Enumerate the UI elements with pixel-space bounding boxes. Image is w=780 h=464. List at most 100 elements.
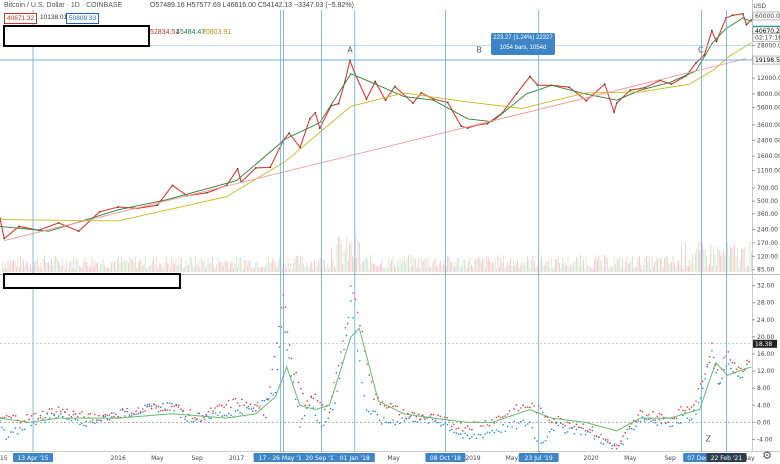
volume-bar [408, 255, 409, 272]
price-axis[interactable]: 85.00 120.00 170.00 240.00 360.00 500.00 700.0… [752, 11, 780, 443]
indicator-point-2 [189, 409, 192, 411]
volume-bar [615, 264, 616, 272]
indicator-point-2 [457, 427, 460, 430]
volume-bar [311, 261, 313, 272]
date-marker-tag[interactable] [253, 453, 311, 462]
price-tick-label: 360.00 [757, 211, 778, 218]
volume-bar [745, 267, 747, 272]
volume-bar [655, 256, 657, 272]
indicator-point-2 [44, 416, 46, 419]
indicator-point-1 [412, 420, 415, 423]
price-series-4[interactable] [4, 58, 747, 242]
volume-bar [405, 263, 406, 272]
volume-bar [501, 262, 503, 272]
indicator-point-2 [218, 404, 221, 406]
volume-bar [557, 255, 559, 272]
volume-bar [451, 260, 453, 272]
volume-bar [67, 267, 69, 272]
time-axis[interactable]: 2015May2016MaySep2017MaySepMaySep2019May… [0, 453, 755, 462]
volume-bar [144, 255, 146, 272]
date-marker-tag[interactable] [518, 453, 559, 462]
date-marker-tag[interactable] [706, 453, 747, 462]
price-series-3[interactable] [0, 42, 752, 222]
price-series-1[interactable] [0, 13, 752, 240]
volume-bar [195, 255, 196, 272]
indicator-point-2 [419, 418, 422, 421]
price-point [710, 29, 713, 32]
volume-bar [171, 257, 173, 272]
date-marker-tag[interactable] [13, 453, 54, 462]
price-panel[interactable] [0, 12, 753, 272]
volume-bar [224, 261, 226, 272]
volume-bar [466, 268, 468, 272]
volume-bar [17, 255, 19, 272]
indicator-panel[interactable] [0, 285, 752, 453]
indicator-point-2 [515, 404, 518, 406]
date-marker-tag[interactable] [301, 453, 342, 462]
volume-bar [95, 263, 97, 272]
indicator-point-2 [182, 409, 185, 412]
indicator-point-2 [582, 423, 585, 425]
date-marker-tag[interactable] [425, 453, 466, 462]
volume-bar [700, 241, 702, 272]
indicator-point-1 [732, 371, 735, 373]
volume-bar [496, 268, 497, 272]
indicator-point-1 [680, 422, 682, 424]
volume-bar [556, 258, 558, 272]
ask-price-box[interactable]: 50809.33 [66, 13, 100, 24]
indicator-point-1 [575, 428, 578, 431]
volume-bar [18, 267, 20, 272]
volume-bar [294, 258, 296, 272]
price-tag[interactable] [752, 33, 780, 42]
settings-gear-icon[interactable]: ⚙ [762, 450, 772, 462]
indicator-point-2 [402, 409, 405, 411]
volume-bar [485, 267, 486, 272]
volume-bar [402, 260, 404, 272]
indicator-point-1 [130, 415, 133, 417]
price-point [314, 111, 317, 114]
volume-bar [671, 261, 672, 272]
volume-bar [651, 256, 653, 272]
bid-price-box[interactable]: 40671.32 [4, 13, 38, 24]
indicator-point-1 [41, 418, 44, 420]
volume-bar [14, 261, 16, 272]
volume-bar [282, 267, 283, 272]
indicator-point-1 [449, 429, 451, 432]
price-tag[interactable] [752, 11, 780, 21]
volume-bar [517, 260, 518, 272]
price-tag[interactable] [752, 55, 780, 65]
indicator-point-2 [205, 414, 207, 416]
date-marker-label: 08 Oct '18 [430, 455, 461, 462]
indicator-tag[interactable] [753, 339, 777, 348]
price-point [57, 221, 60, 224]
indicator-point-1 [212, 410, 215, 412]
volume-bar [707, 266, 709, 272]
volume-bar [434, 258, 436, 272]
indicator-point-1 [723, 368, 725, 371]
volume-bar [24, 266, 26, 272]
indicator-series-3[interactable] [0, 327, 752, 432]
volume-bar [676, 260, 678, 272]
indicator-point-1 [431, 418, 434, 421]
volume-bar [350, 241, 352, 272]
volume-bar [489, 260, 490, 272]
indicator-point-2 [146, 405, 149, 408]
indicator-point-2 [159, 410, 162, 412]
indicator-tick-label: 4.00 [757, 402, 771, 409]
volume-bar [465, 266, 467, 272]
indicator-point-1 [522, 419, 524, 422]
price-point [98, 210, 101, 213]
indicator-point-2 [5, 414, 8, 417]
volume-bar [317, 265, 318, 272]
volume-bar [749, 241, 751, 272]
volume-bar [346, 235, 348, 272]
indicator-point-2 [693, 404, 695, 406]
volume-bar [734, 244, 735, 272]
volume-bar [65, 268, 66, 272]
indicator-point-1 [261, 399, 264, 402]
volume-bar [147, 266, 149, 272]
price-series-2[interactable] [0, 17, 752, 232]
date-marker-tag[interactable] [334, 453, 375, 462]
volume-bar [406, 258, 408, 272]
